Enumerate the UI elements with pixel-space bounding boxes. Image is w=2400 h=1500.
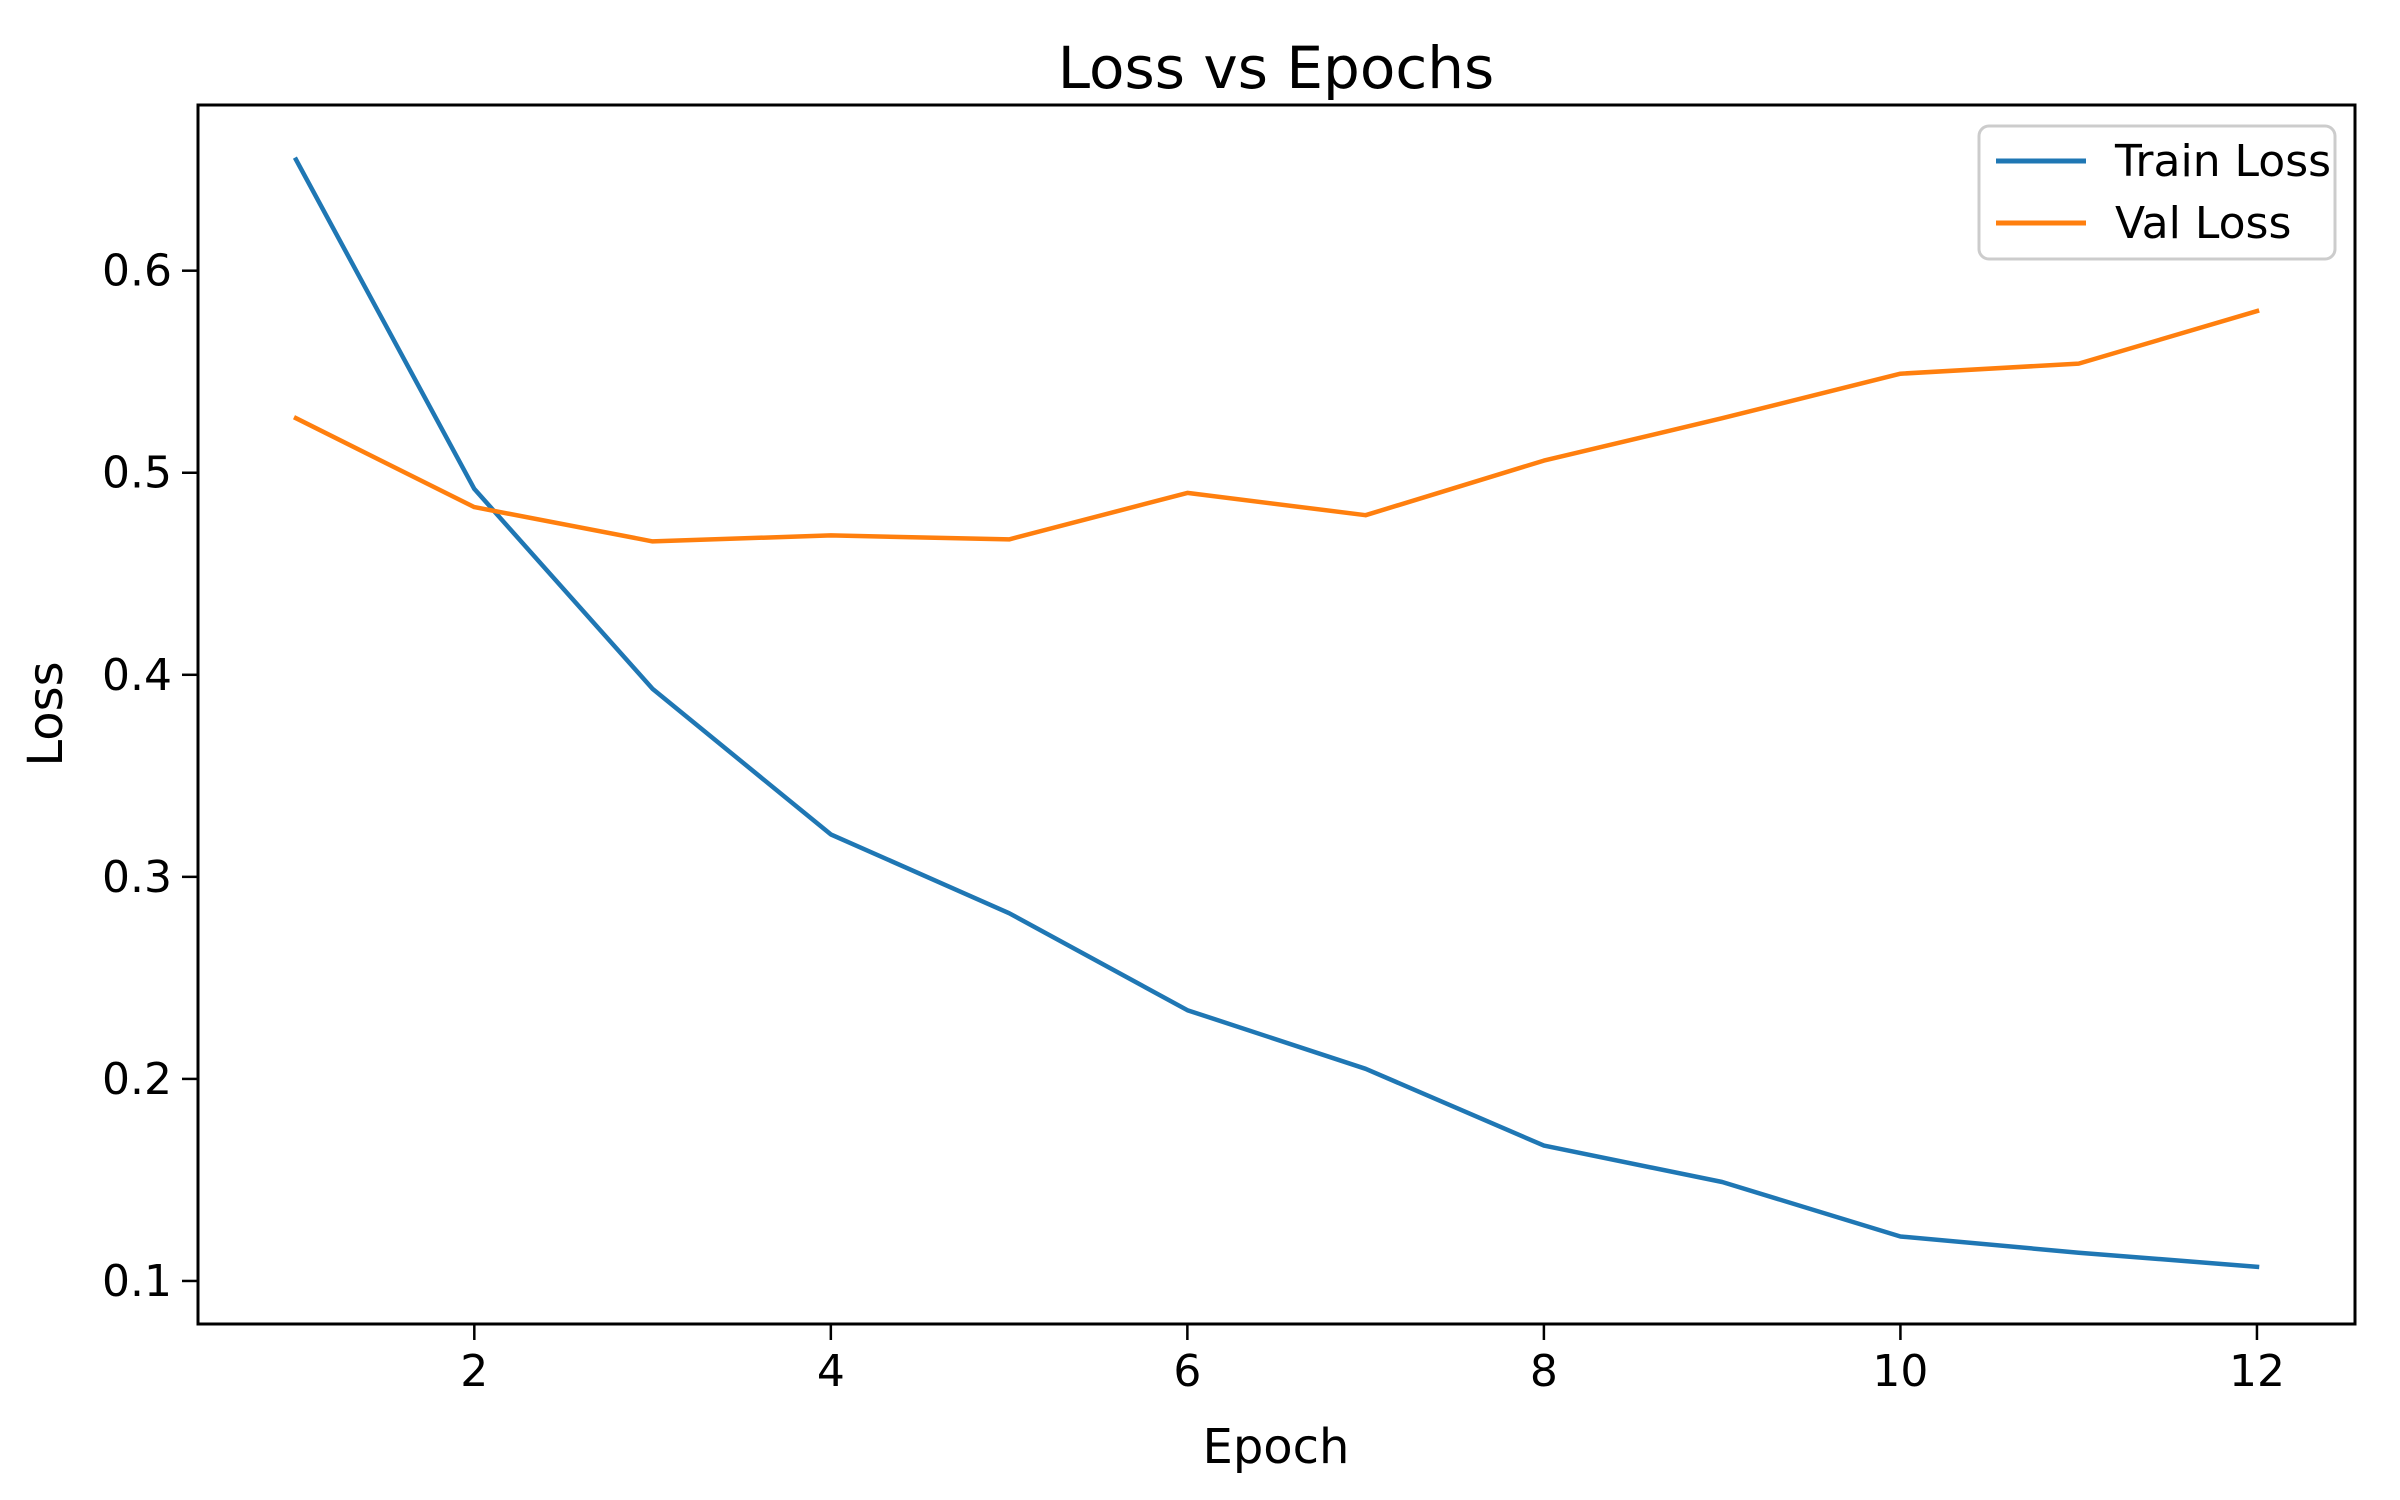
- plot-area: [196, 103, 2357, 1326]
- legend: Train Loss Val Loss: [1977, 124, 2337, 261]
- y-axis-label: Loss: [18, 661, 74, 766]
- x-tick-label: 12: [2229, 1346, 2285, 1397]
- y-tick-label: 0.2: [102, 1054, 172, 1105]
- x-tick-label: 10: [1872, 1346, 1928, 1397]
- legend-label-train: Train Loss: [2114, 136, 2331, 187]
- y-tick-label: 0.5: [102, 448, 172, 499]
- x-tick-label: 4: [817, 1346, 845, 1397]
- series-line-train-loss: [292, 156, 2260, 1270]
- x-tick-label: 8: [1530, 1346, 1558, 1397]
- x-tick-label: 2: [460, 1346, 488, 1397]
- x-axis-ticks: 2 4 6 8 10 12: [460, 1324, 2285, 1397]
- x-axis-label: Epoch: [1203, 1419, 1350, 1475]
- y-tick-label: 0.1: [102, 1256, 172, 1307]
- legend-label-val: Val Loss: [2115, 198, 2291, 249]
- x-tick-label: 6: [1173, 1346, 1201, 1397]
- y-tick-label: 0.6: [102, 246, 172, 297]
- plot-series: [292, 156, 2260, 1270]
- series-line-val-loss: [292, 308, 2260, 544]
- y-axis-ticks: 0.1 0.2 0.3 0.4 0.5 0.6: [102, 246, 198, 1307]
- y-tick-label: 0.3: [102, 852, 172, 903]
- chart-title: Loss vs Epochs: [1058, 34, 1494, 102]
- y-tick-label: 0.4: [102, 650, 172, 701]
